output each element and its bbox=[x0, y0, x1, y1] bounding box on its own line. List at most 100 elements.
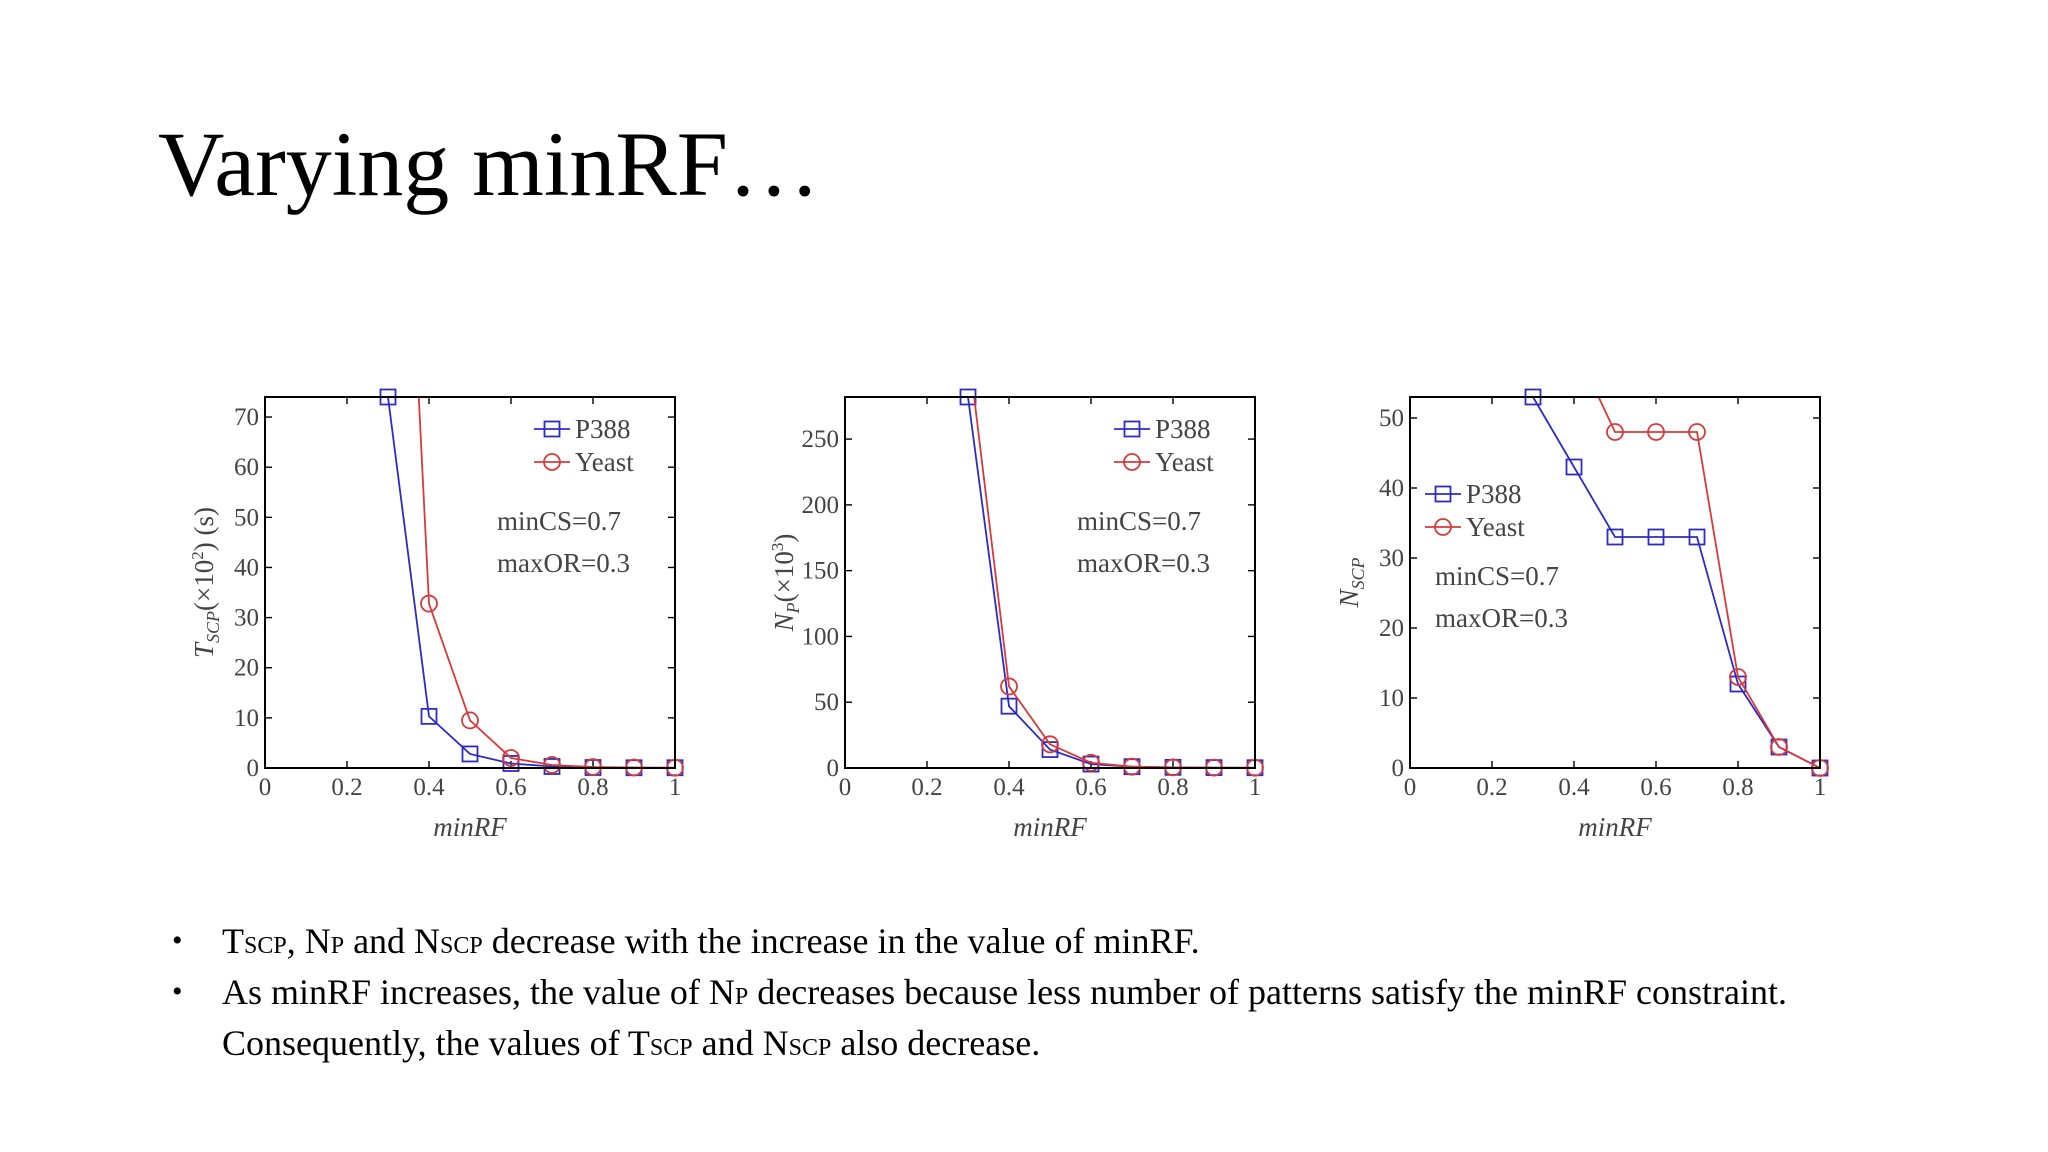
data-point-square bbox=[420, 707, 438, 725]
chart-annotation: maxOR=0.3 bbox=[1435, 603, 1568, 633]
y-tick-label: 60 bbox=[234, 454, 259, 481]
x-tick-label: 0.2 bbox=[911, 774, 942, 801]
bullet-subscript: SCP bbox=[788, 1035, 832, 1061]
y-label-sup: 2 bbox=[188, 551, 207, 560]
data-point-circle bbox=[502, 749, 520, 767]
data-point-circle bbox=[1770, 738, 1788, 756]
y-axis-label: NSCP bbox=[1334, 557, 1368, 608]
y-tick-label: 20 bbox=[1379, 615, 1404, 642]
legend-marker-circle bbox=[1434, 518, 1452, 536]
y-label-end: ) bbox=[769, 534, 799, 543]
y-tick-label: 40 bbox=[1379, 475, 1404, 502]
plot-frame bbox=[264, 396, 676, 769]
x-tick-label: 0.8 bbox=[577, 774, 608, 801]
y-tick-label: 70 bbox=[234, 404, 259, 431]
y-label-sup: 3 bbox=[768, 543, 787, 552]
x-tick-label: 0 bbox=[839, 774, 852, 801]
legend-marker-square bbox=[1434, 485, 1452, 503]
bullet-subscript: SCP bbox=[440, 933, 483, 959]
y-tick-label: 50 bbox=[1379, 405, 1404, 432]
bullet-text: decreases because less number of pattern… bbox=[748, 972, 1787, 1012]
x-tick-label: 0.8 bbox=[1157, 774, 1188, 801]
legend-marker-square bbox=[543, 420, 561, 438]
bullet-text: , N bbox=[286, 921, 331, 961]
y-tick-label: 150 bbox=[802, 558, 840, 585]
legend-label: Yeast bbox=[1155, 447, 1214, 477]
bullet-text: T bbox=[222, 921, 244, 961]
y-label-rest: (×10 bbox=[189, 560, 219, 611]
y-tick-label: 50 bbox=[814, 689, 839, 716]
x-tick-label: 0.4 bbox=[1558, 774, 1590, 801]
legend-marker-circle bbox=[543, 453, 561, 471]
data-point-square bbox=[1688, 528, 1706, 546]
x-axis-label: minRF bbox=[1013, 812, 1087, 842]
x-tick-label: 1 bbox=[1249, 774, 1262, 801]
y-tick-label: 10 bbox=[234, 705, 259, 732]
x-tick-label: 0.6 bbox=[1640, 774, 1671, 801]
bullet-list: TSCP, NP and NSCP decrease with the incr… bbox=[172, 918, 1972, 1071]
series-line bbox=[1532, 396, 1821, 769]
data-point-square bbox=[1000, 697, 1018, 715]
x-tick-label: 1 bbox=[669, 774, 682, 801]
y-axis-label: NP(×103) bbox=[768, 534, 803, 633]
data-point-circle bbox=[1688, 423, 1706, 441]
chart-annotation: maxOR=0.3 bbox=[1077, 548, 1210, 578]
y-tick-label: 10 bbox=[1379, 685, 1404, 712]
y-tick-label: 50 bbox=[234, 504, 259, 531]
chart-annotation: minCS=0.7 bbox=[497, 506, 621, 536]
bullet-item: TSCP, NP and NSCP decrease with the incr… bbox=[172, 918, 1972, 969]
x-axis-label: minRF bbox=[1578, 812, 1652, 842]
chart-np: 0 0.2 0.4 0.6 0.8 1 0 50 100 150 200 250 P388 Yeast mi… bbox=[760, 375, 1280, 855]
y-label-rest: (×10 bbox=[769, 551, 799, 602]
legend-marker-square bbox=[1123, 420, 1141, 438]
bullet-text: Consequently, the values of T bbox=[222, 1023, 650, 1063]
y-label-main: N bbox=[769, 611, 799, 632]
plot-frame bbox=[844, 396, 1256, 769]
y-axis-label: TSCP(×102) (s) bbox=[188, 507, 223, 658]
legend-label: P388 bbox=[1466, 479, 1522, 509]
y-tick-label: 200 bbox=[802, 492, 840, 519]
data-point-circle bbox=[420, 594, 438, 613]
x-tick-label: 0.2 bbox=[1476, 774, 1507, 801]
y-tick-label: 0 bbox=[247, 755, 260, 782]
bullet-text: and N bbox=[692, 1023, 789, 1063]
y-tick-label: 0 bbox=[1392, 755, 1405, 782]
data-point-circle bbox=[1041, 735, 1059, 754]
x-tick-label: 0.6 bbox=[1075, 774, 1106, 801]
series-yeast bbox=[1597, 396, 1821, 769]
bullet-text: As minRF increases, the value of N bbox=[222, 972, 735, 1012]
bullet-subscript: SCP bbox=[649, 1035, 693, 1061]
data-point-circle bbox=[584, 758, 602, 776]
y-label-sub: SCP bbox=[203, 611, 223, 643]
data-point-circle bbox=[1082, 753, 1100, 772]
bullet-text: and N bbox=[344, 921, 441, 961]
data-point-circle bbox=[1647, 423, 1665, 441]
y-tick-label: 20 bbox=[234, 655, 259, 682]
y-tick-label: 30 bbox=[1379, 545, 1404, 572]
data-point-square bbox=[1565, 458, 1583, 476]
x-tick-label: 0 bbox=[1404, 774, 1417, 801]
legend-label: P388 bbox=[575, 414, 631, 444]
y-label-sub: P bbox=[783, 602, 803, 614]
series-yeast bbox=[417, 396, 676, 769]
x-tick-label: 0.6 bbox=[495, 774, 526, 801]
data-point-circle bbox=[1123, 757, 1141, 776]
data-point-square bbox=[1647, 528, 1665, 546]
y-tick-label: 100 bbox=[802, 623, 840, 650]
x-tick-label: 1 bbox=[1814, 774, 1827, 801]
data-point-circle bbox=[461, 711, 479, 730]
legend-label: Yeast bbox=[1466, 512, 1525, 542]
x-tick-label: 0.2 bbox=[331, 774, 362, 801]
data-point-square bbox=[1041, 741, 1059, 758]
legend-marker-circle bbox=[1123, 453, 1141, 471]
y-label-sub: SCP bbox=[1348, 557, 1368, 589]
series-line bbox=[417, 396, 676, 769]
series-p388 bbox=[1532, 396, 1821, 769]
chart-tscp: 0 0.2 0.4 0.6 0.8 1 0 10 20 30 40 50 60 70 P388 Yeast mi… bbox=[180, 375, 700, 855]
bullet-item: As minRF increases, the value of NP decr… bbox=[172, 969, 1972, 1071]
data-point-circle bbox=[1729, 668, 1747, 686]
legend-label: P388 bbox=[1155, 414, 1211, 444]
x-tick-label: 0.4 bbox=[413, 774, 445, 801]
